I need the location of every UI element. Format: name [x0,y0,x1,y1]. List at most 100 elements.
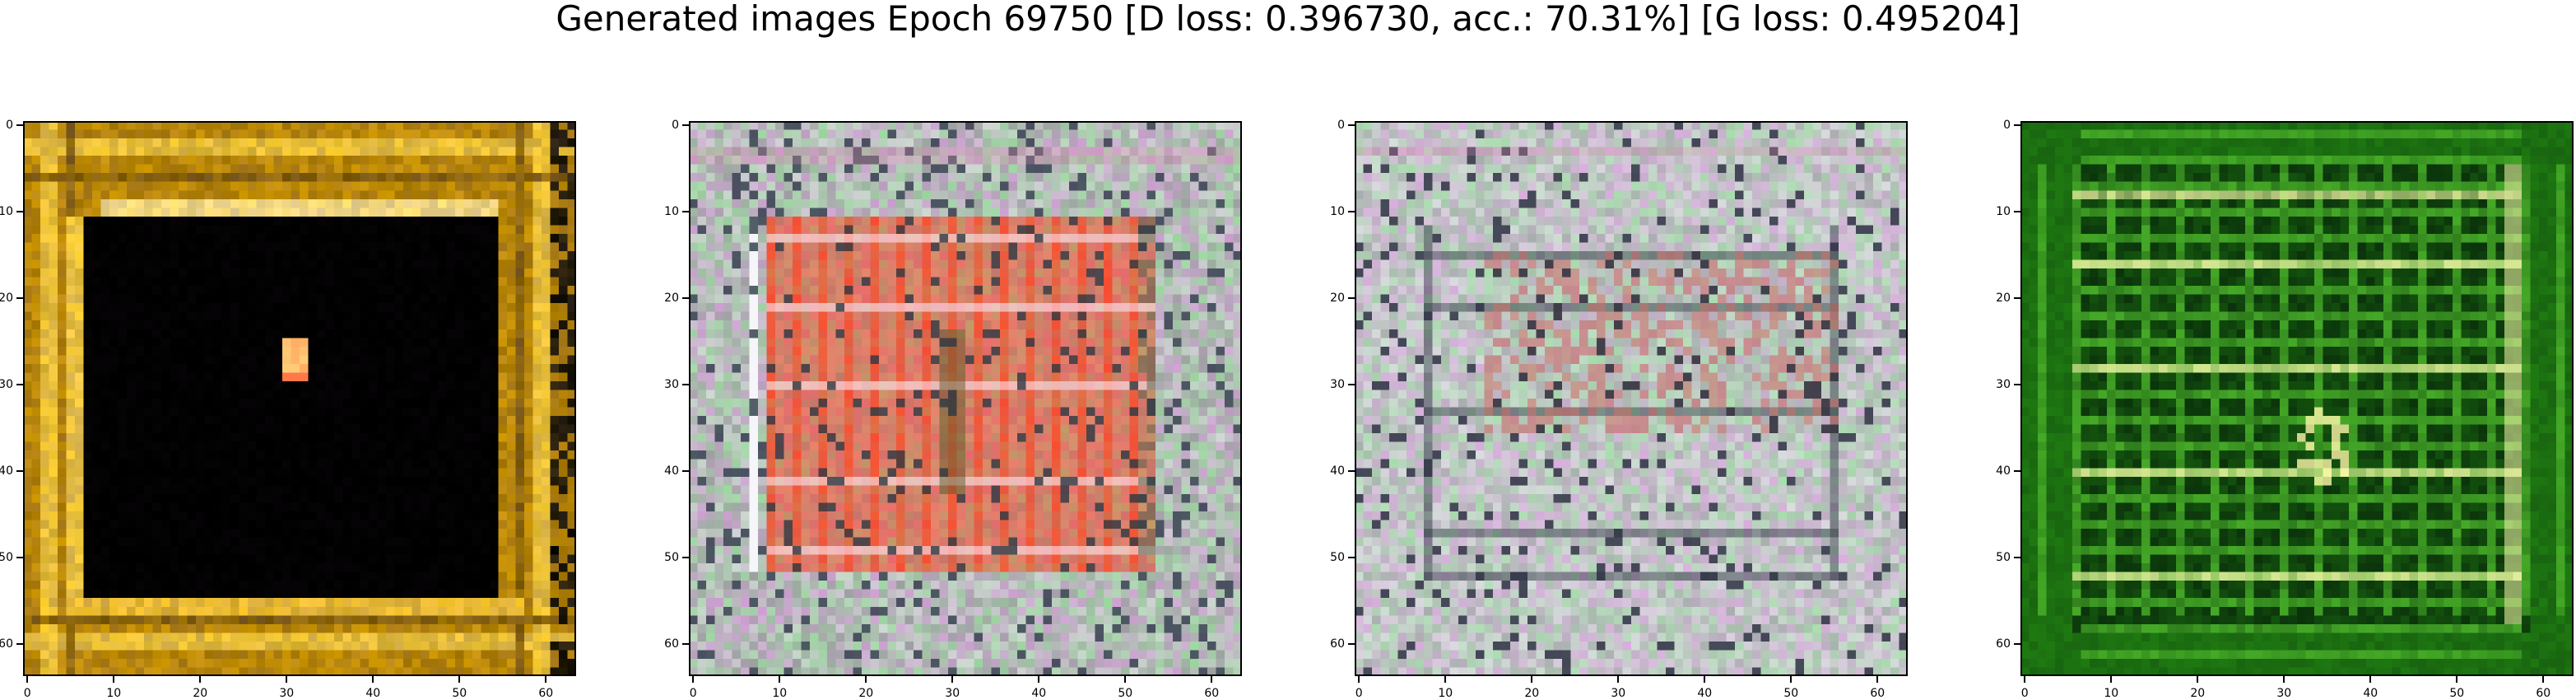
x-tick-label: 50 [1109,688,1142,699]
x-tick-label: 40 [1688,688,1721,699]
x-tick-label: 50 [1774,688,1807,699]
y-tick [2014,211,2020,212]
x-tick [2197,676,2198,683]
x-tick-label: 30 [1602,688,1634,699]
y-tick [16,384,23,385]
x-tick [545,676,546,683]
x-tick-label: 30 [936,688,969,699]
generated-image-3 [1355,121,1908,676]
y-tick-label: 60 [0,638,13,650]
x-tick-label: 30 [2267,688,2300,699]
x-tick [372,676,374,683]
x-tick-label: 60 [1861,688,1894,699]
x-tick [458,676,460,683]
x-tick [1038,676,1039,683]
x-tick-label: 10 [97,688,130,699]
x-tick-label: 40 [1022,688,1055,699]
x-tick-label: 0 [11,688,44,699]
x-tick [951,676,953,683]
x-tick-label: 60 [1195,688,1228,699]
y-tick-label: 60 [1312,638,1345,650]
y-tick [1348,643,1355,645]
y-tick [682,211,689,212]
x-tick [2542,676,2544,683]
x-tick [1124,676,1126,683]
y-tick [682,470,689,472]
y-tick [1348,557,1355,558]
y-tick-label: 50 [1312,552,1345,563]
y-tick-label: 20 [646,292,679,304]
y-tick-label: 60 [646,638,679,650]
y-tick-label: 50 [646,552,679,563]
y-tick-label: 0 [0,119,13,131]
x-tick [1876,676,1878,683]
x-tick [779,676,780,683]
x-tick [26,676,28,683]
y-tick-label: 30 [646,379,679,390]
y-tick-label: 10 [646,206,679,217]
y-tick [2014,470,2020,472]
subplot-4: 0 10 20 30 40 50 60 0 10 20 30 40 50 60 [2020,121,2574,676]
x-tick-label: 60 [529,688,562,699]
y-tick [2014,384,2020,385]
x-tick [2369,676,2371,683]
x-tick-label: 40 [2354,688,2387,699]
y-tick-label: 20 [1312,292,1345,304]
x-tick [2110,676,2112,683]
x-tick [1444,676,1446,683]
y-tick [1348,297,1355,299]
x-tick [692,676,694,683]
y-tick-label: 0 [646,119,679,131]
y-tick [2014,124,2020,126]
subplot-2: 0 10 20 30 40 50 60 0 10 20 30 40 50 60 [689,121,1242,676]
y-tick [16,557,23,558]
x-tick-label: 20 [1515,688,1548,699]
x-tick-label: 50 [443,688,476,699]
x-tick [2283,676,2285,683]
y-tick-label: 20 [1978,292,2011,304]
y-tick-label: 40 [1978,465,2011,477]
x-tick-label: 20 [2181,688,2214,699]
x-tick [865,676,867,683]
x-tick-label: 20 [849,688,882,699]
y-tick-label: 0 [1978,119,2011,131]
x-tick [1531,676,1532,683]
x-tick [1617,676,1619,683]
figure-title: Generated images Epoch 69750 [D loss: 0.… [0,0,2576,38]
x-tick-label: 10 [2095,688,2127,699]
x-tick-label: 60 [2527,688,2560,699]
y-tick [16,124,23,126]
y-tick-label: 60 [1978,638,2011,650]
y-tick [2014,643,2020,645]
x-tick-label: 20 [184,688,216,699]
y-tick-label: 50 [0,552,13,563]
y-tick [16,211,23,212]
y-tick-label: 30 [0,379,13,390]
y-tick [682,643,689,645]
x-tick-label: 10 [1429,688,1462,699]
x-tick [2024,676,2025,683]
y-tick [16,297,23,299]
subplot-1: 0 10 20 30 40 50 60 0 10 20 30 40 50 60 [23,121,576,676]
y-tick-label: 10 [1312,206,1345,217]
x-tick-label: 40 [356,688,389,699]
y-tick [16,643,23,645]
x-tick [1790,676,1792,683]
y-tick [682,384,689,385]
x-tick-label: 30 [270,688,303,699]
y-tick-label: 40 [0,465,13,477]
y-tick [682,297,689,299]
y-tick-label: 10 [1978,206,2011,217]
y-tick [2014,297,2020,299]
generated-image-4 [2020,121,2574,676]
x-tick-label: 0 [2008,688,2041,699]
x-tick [199,676,201,683]
y-tick [682,124,689,126]
x-tick-label: 0 [677,688,709,699]
y-tick [16,470,23,472]
x-tick [1358,676,1360,683]
x-tick [286,676,287,683]
y-tick [1348,470,1355,472]
y-tick-label: 30 [1978,379,2011,390]
y-tick [1348,124,1355,126]
